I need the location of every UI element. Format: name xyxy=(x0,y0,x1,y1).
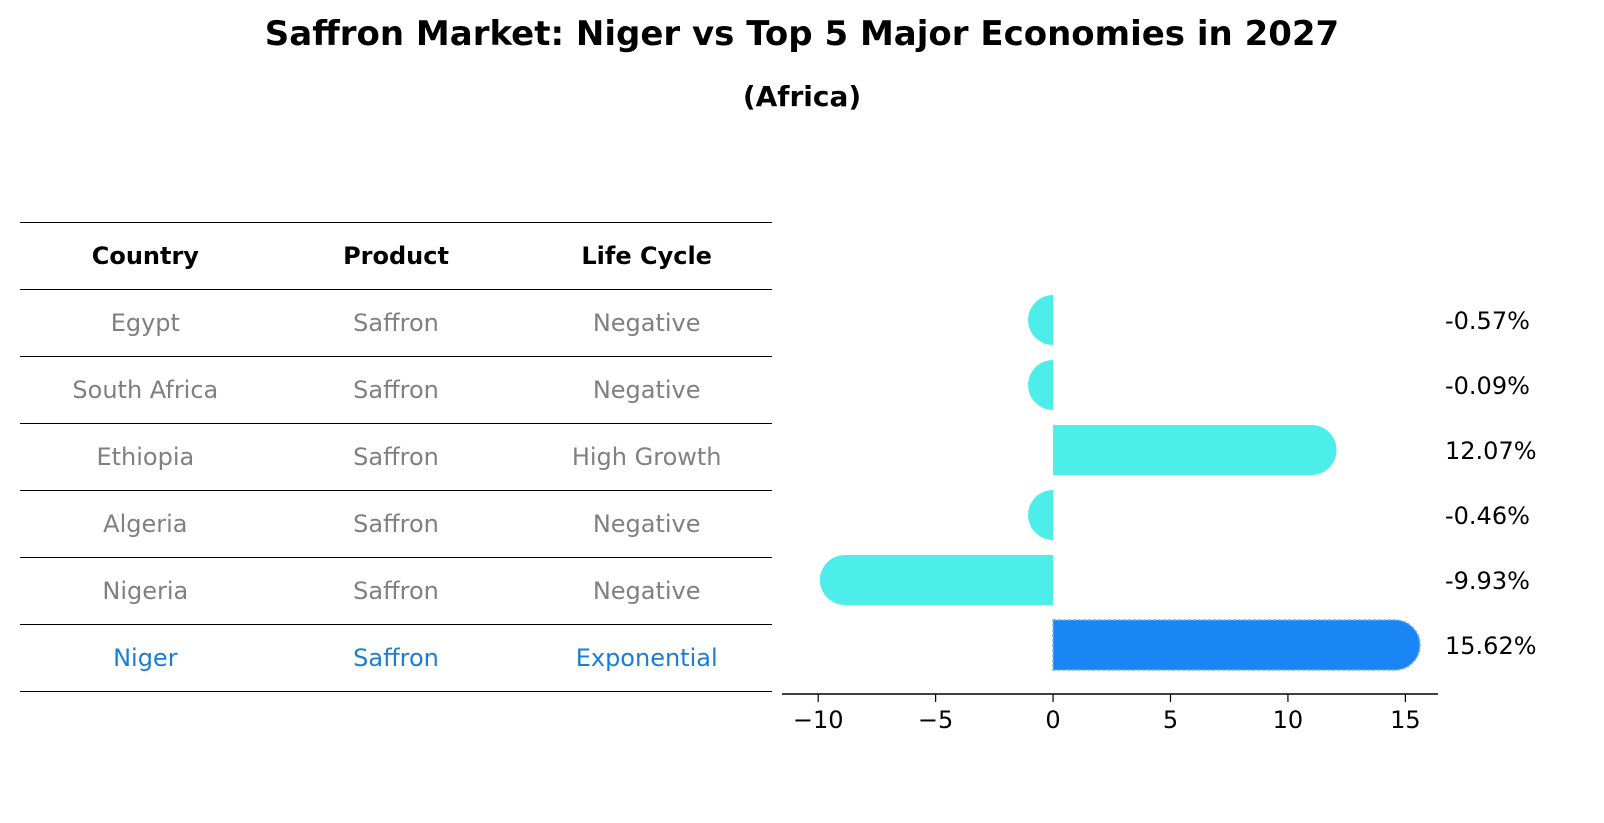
table-row: Ethiopia Saffron High Growth xyxy=(20,423,772,490)
cell-product: Saffron xyxy=(353,644,439,672)
cell-country: Algeria xyxy=(103,510,188,538)
cell-life-cycle: Negative xyxy=(592,510,701,538)
x-tick-label: 0 xyxy=(1045,706,1060,734)
bar-value-label: 12.07% xyxy=(1445,437,1537,465)
cell-country: Egypt xyxy=(110,309,180,337)
bar-value-label: 15.62% xyxy=(1445,632,1537,660)
table-row: Nigeria Saffron Negative xyxy=(20,557,772,624)
x-tick-label: −5 xyxy=(918,706,953,734)
cell-product: Saffron xyxy=(353,510,439,538)
bar-chart: -0.57% -0.09% 12.07% -0.46% -9.93% 15.62% −10 −… xyxy=(782,295,1537,734)
table-header-row: Country Product Life Cycle xyxy=(20,222,772,289)
chart-subtitle: (Africa) xyxy=(742,80,862,113)
bar-value-label: -0.46% xyxy=(1445,502,1530,530)
bar-egypt xyxy=(1028,295,1054,345)
cell-country: Ethiopia xyxy=(96,443,195,471)
cell-country: Niger xyxy=(113,644,178,672)
table-row: Algeria Saffron Negative xyxy=(20,490,772,557)
header-life-cycle: Life Cycle xyxy=(581,242,712,270)
table-row: South Africa Saffron Negative xyxy=(20,356,772,423)
x-tick-label: −10 xyxy=(793,706,844,734)
x-tick-label: 5 xyxy=(1163,706,1178,734)
cell-product: Saffron xyxy=(353,376,439,404)
data-table: Country Product Life Cycle Egypt Saffron… xyxy=(20,222,772,692)
cell-life-cycle: Exponential xyxy=(575,644,718,672)
cell-life-cycle: Negative xyxy=(592,309,701,337)
bar-ethiopia xyxy=(1053,425,1337,475)
bar-value-label: -9.93% xyxy=(1445,567,1530,595)
bar-algeria xyxy=(1028,490,1054,540)
cell-life-cycle: Negative xyxy=(592,577,701,605)
header-product: Product xyxy=(343,242,449,270)
bar-value-label: -0.09% xyxy=(1445,372,1530,400)
cell-product: Saffron xyxy=(353,577,439,605)
cell-life-cycle: High Growth xyxy=(571,443,722,471)
cell-life-cycle: Negative xyxy=(592,376,701,404)
cell-country: South Africa xyxy=(72,376,219,404)
cell-product: Saffron xyxy=(353,443,439,471)
bar-niger xyxy=(1052,619,1421,671)
bar-value-label: -0.57% xyxy=(1445,307,1530,335)
bar-south-africa xyxy=(1028,360,1054,410)
x-tick-label: 10 xyxy=(1273,706,1304,734)
cell-product: Saffron xyxy=(353,309,439,337)
x-tick-label: 15 xyxy=(1390,706,1421,734)
table-row-highlighted: Niger Saffron Exponential xyxy=(20,624,772,692)
table-row: Egypt Saffron Negative xyxy=(20,289,772,356)
bar-nigeria xyxy=(819,555,1054,605)
cell-country: Nigeria xyxy=(102,577,189,605)
header-country: Country xyxy=(91,242,199,270)
chart-title: Saffron Market: Niger vs Top 5 Major Eco… xyxy=(264,14,1340,54)
